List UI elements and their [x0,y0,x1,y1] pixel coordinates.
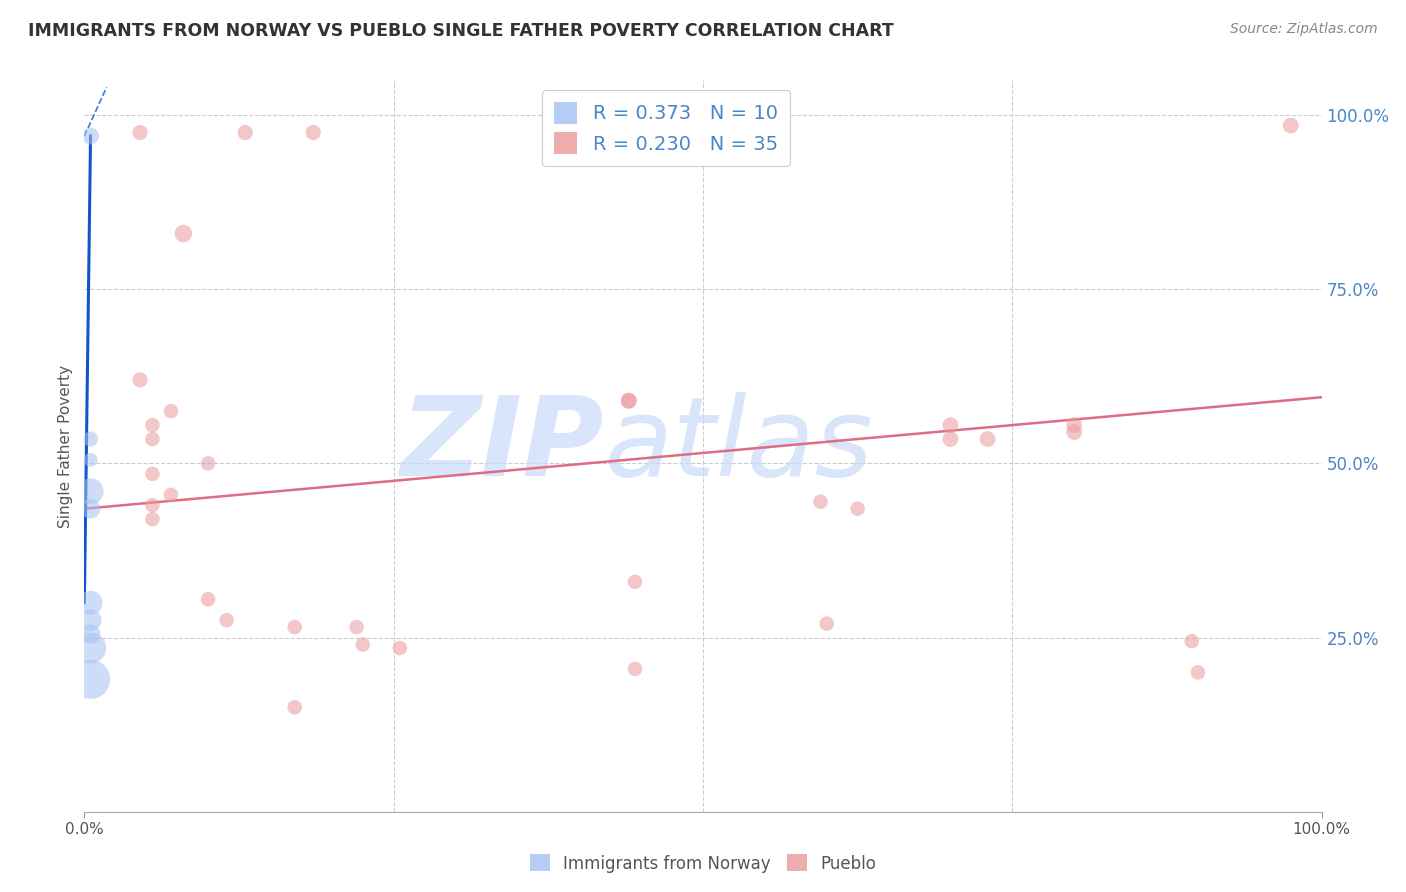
Point [939,432,962,446]
Point [141,432,163,446]
Point [815,616,838,631]
Legend: Immigrants from Norway, Pueblo: Immigrants from Norway, Pueblo [523,847,883,880]
Point [79,501,101,516]
Point [141,512,163,526]
Point [284,700,307,714]
Point [302,126,325,140]
Legend: R = 0.373   N = 10, R = 0.230   N = 35: R = 0.373 N = 10, R = 0.230 N = 35 [543,90,790,166]
Point [846,501,869,516]
Point [284,620,307,634]
Point [1187,665,1209,680]
Point [79,484,101,499]
Point [1063,425,1085,439]
Point [346,620,368,634]
Point [160,404,183,418]
Point [79,640,101,655]
Point [1181,634,1204,648]
Point [129,126,152,140]
Point [976,432,998,446]
Point [617,393,640,408]
Point [141,418,163,433]
Point [79,453,101,467]
Point [939,418,962,433]
Point [233,126,256,140]
Point [79,613,101,627]
Point [79,128,101,143]
Point [388,640,411,655]
Point [141,498,163,512]
Point [1063,418,1085,433]
Point [352,638,374,652]
Text: Source: ZipAtlas.com: Source: ZipAtlas.com [1230,22,1378,37]
Point [197,457,219,471]
Point [79,673,101,687]
Point [1279,119,1302,133]
Point [160,488,183,502]
Text: atlas: atlas [605,392,873,500]
Point [197,592,219,607]
Point [624,574,647,589]
Point [129,373,152,387]
Point [810,494,832,508]
Point [79,596,101,610]
Text: IMMIGRANTS FROM NORWAY VS PUEBLO SINGLE FATHER POVERTY CORRELATION CHART: IMMIGRANTS FROM NORWAY VS PUEBLO SINGLE … [28,22,894,40]
Point [617,393,640,408]
Point [141,467,163,481]
Point [79,627,101,641]
Text: ZIP: ZIP [401,392,605,500]
Point [624,662,647,676]
Point [172,227,194,241]
Point [215,613,238,627]
Y-axis label: Single Father Poverty: Single Father Poverty [58,365,73,527]
Point [79,432,101,446]
